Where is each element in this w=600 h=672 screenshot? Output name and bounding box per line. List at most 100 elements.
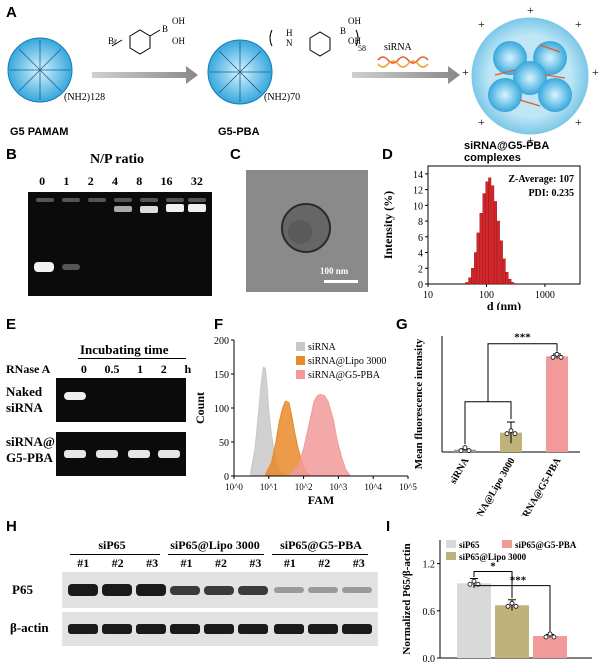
chart-f: 0 50 100 150 200 10^0 10^1 10^2 10^3 10^4 10^5 FAM C… [193,336,417,504]
label-g5-pamam: G5 PAMAM [10,126,69,138]
panel-label-i: I [386,518,391,535]
data-point [508,428,514,434]
y-tick-label: 0.0 [423,654,436,665]
data-point [554,351,560,357]
chart-d: 0 2 4 6 8 10 12 14 10 100 1000 d (nm) Intensity (%) Z… [381,165,581,310]
x-axis-label: FAM [308,493,334,504]
y-tick-label: 10 [413,201,423,212]
row-label-line: G5-PBA [6,450,53,465]
histogram-series [289,393,352,477]
bar [465,282,469,285]
label-g5-pba: G5-PBA [218,126,260,138]
row-label-line: siRNA@ [6,434,55,449]
significance-label: * [490,560,496,572]
arrow-1 [92,66,198,84]
y-tick-label: 8 [418,217,423,228]
lane-label: 8 [136,174,143,188]
replicate-label: #2 [214,556,227,570]
svg-text:+: + [527,133,534,147]
annotation: Z-Average: 107 [508,174,574,185]
row-label-sirna-g5-pba: siRNA@ G5-PBA [6,434,55,466]
gel-b [28,192,212,296]
annotation: PDI: 0.235 [528,188,574,199]
arrow-2 [352,66,460,84]
blot-row-label-actin: β-actin [10,620,49,635]
svg-text:+: + [575,115,582,129]
replicate-label: #2 [318,556,331,570]
group-underline [70,554,160,555]
svg-text:+: + [527,3,534,17]
replicate-labels: #1 #2 #3 #1 #2 #3 #1 #2 #3 [66,556,376,571]
x-tick-label: siRNA [448,455,472,486]
g5-pba-dendrimer [207,39,273,105]
label-complex: siRNA@G5-PBA complexes [464,140,549,164]
boron-atom-2: B [340,26,347,36]
lane-label: 4 [111,174,118,188]
amine-70: (NH2)70 [264,92,301,103]
bar [505,271,509,285]
oh-group-4: OH [348,36,361,46]
data-point [471,578,477,584]
bar [533,635,567,658]
bar [474,252,477,285]
title-underline [78,358,186,359]
time-label: h [184,362,192,376]
panel-label-g: G [396,316,408,333]
boron-atom: B [162,24,169,34]
bar [457,583,491,658]
y-tick-label: 1.2 [423,560,436,571]
data-point [558,354,564,360]
br-atom: Br [108,36,117,46]
replicate-label: #3 [146,556,159,570]
reagent-sirna: siRNA [384,42,412,53]
legend-swatch [296,342,305,351]
nh-h: H [286,28,293,38]
oh-group-3: OH [348,16,361,26]
bar [494,201,497,285]
bar [546,356,568,452]
y-tick-label: 6 [418,233,423,244]
lane-labels: 0 1 2 4 8 16 32 [30,174,212,189]
replicate-label: #1 [180,556,193,570]
data-point [550,354,556,360]
western-blot-p65 [62,572,378,608]
row-label-line: siRNA [6,400,43,415]
y-tick-label: 2 [418,264,423,275]
replicate-label: #1 [283,556,296,570]
legend-swatch [296,356,305,365]
pba-reagent-structure [111,29,161,55]
y-tick-label: 50 [219,438,229,449]
x-tick-label: 10^2 [295,482,313,492]
legend-label: siP65@G5-PBA [515,540,577,550]
g5-pamam-dendrimer [7,37,73,103]
lane-label: 0 [39,174,46,188]
group-label: siP65@Lipo 3000 [170,538,260,552]
legend-swatch [446,552,456,560]
panel-label-c: C [230,146,241,163]
time-label: 2 [160,362,167,376]
y-tick-label: 150 [214,370,229,381]
time-labels: 0 0.5 1 2 h [72,362,200,377]
time-label: 0 [80,362,87,376]
sirna-helix-strand [377,60,429,68]
bar [488,177,492,285]
lane-label: 1 [63,174,70,188]
data-point [512,431,518,437]
significance-bracket [473,570,513,599]
x-tick-label: 10 [423,290,433,301]
y-axis-label: Intensity (%) [381,191,395,259]
lane-label: 32 [190,174,203,188]
pba-grafted-structure [269,29,359,57]
row-label-naked-sirna: Naked siRNA [6,384,43,416]
legend-swatch [296,370,305,379]
time-label: 0.5 [104,362,120,376]
panel-label-h: H [6,518,17,535]
x-tick-label: 10^5 [399,482,417,492]
significance-bracket [487,343,558,402]
svg-text:+: + [575,17,582,31]
legend-label: siRNA@G5-PBA [308,370,381,381]
y-axis-label: Count [193,392,207,424]
panel-label-d: D [382,146,393,163]
lane-label: 16 [160,174,173,188]
